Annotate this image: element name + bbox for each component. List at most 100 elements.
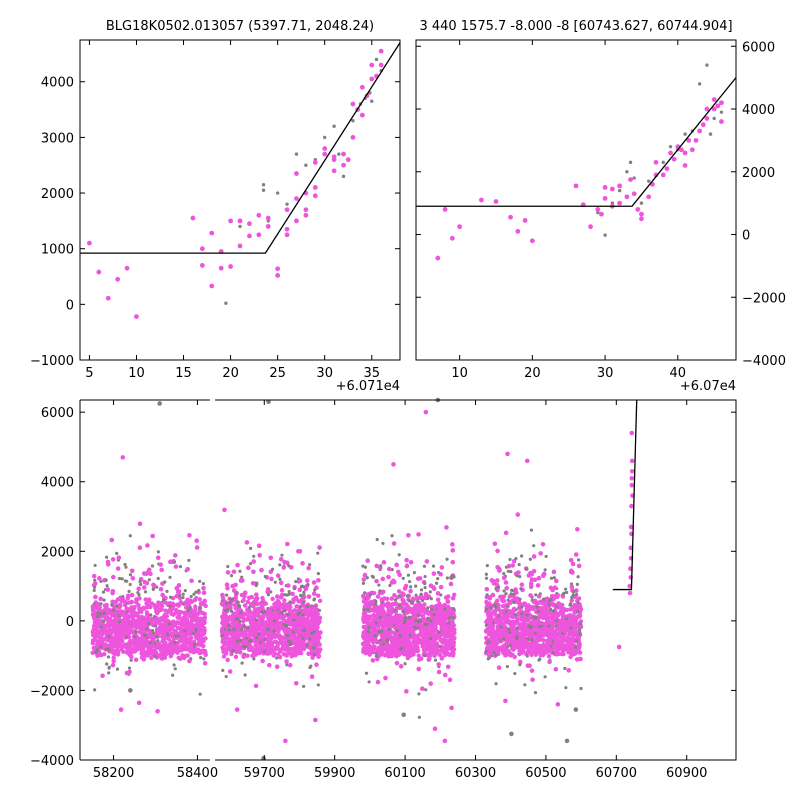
data-point-pink <box>400 629 405 634</box>
data-point-gray <box>238 569 242 573</box>
y-tick-label: 4000 <box>742 103 775 118</box>
data-point-gray <box>286 612 290 617</box>
data-point-pink <box>194 635 200 641</box>
data-point-pink <box>524 606 530 611</box>
data-point-gray <box>390 534 394 538</box>
data-point-gray <box>520 612 524 616</box>
data-point-pink <box>532 639 538 644</box>
data-point-pink <box>377 610 383 615</box>
data-point-pink <box>269 643 274 648</box>
data-point-pink <box>176 603 181 608</box>
data-point-pink <box>127 631 132 636</box>
data-point-gray <box>280 553 284 557</box>
data-point-gray <box>316 551 320 555</box>
data-point-pink <box>185 653 190 658</box>
data-point-pink <box>124 265 130 271</box>
data-point-gray <box>278 563 282 567</box>
data-point-pink <box>484 628 489 633</box>
data-point-pink <box>146 633 151 638</box>
data-point-gray <box>417 620 421 624</box>
data-point-pink <box>704 106 710 112</box>
data-point-pink <box>686 137 692 143</box>
data-point-pink <box>370 658 376 663</box>
data-point-pink <box>137 545 143 550</box>
data-point-gray <box>96 615 100 619</box>
data-point-pink <box>523 639 529 644</box>
data-point-pink <box>232 597 238 603</box>
data-point-gray <box>576 575 580 579</box>
data-point-gray <box>513 613 518 617</box>
data-point-gray <box>308 637 312 641</box>
data-point-pink <box>374 613 380 619</box>
data-point-pink <box>450 595 456 601</box>
data-point-pink <box>194 545 200 550</box>
data-point-gray <box>177 634 181 638</box>
data-point-gray <box>401 576 405 580</box>
data-point-pink <box>444 525 449 530</box>
data-point-gray <box>192 592 196 596</box>
data-point-gray <box>377 583 381 587</box>
data-point-pink <box>565 635 570 640</box>
data-point-pink <box>124 645 129 650</box>
data-point-gray <box>173 641 177 645</box>
data-point-pink <box>532 644 537 650</box>
panel-bottom: 58200 58400 59700 59900 60100 60300 60500 60700… <box>30 397 737 781</box>
data-point-pink <box>306 565 311 571</box>
data-point-pink <box>250 603 256 609</box>
data-point-pink <box>391 541 397 546</box>
data-point-gray <box>341 174 346 179</box>
data-point-pink <box>162 612 167 618</box>
data-point-gray <box>413 625 417 629</box>
data-point-pink <box>385 650 391 656</box>
data-point-gray <box>262 650 267 654</box>
data-point-pink <box>183 612 189 618</box>
data-point-pink <box>397 605 403 611</box>
data-point-pink <box>420 686 425 692</box>
data-point-pink <box>228 264 233 269</box>
data-point-pink <box>225 657 230 663</box>
data-point-pink <box>273 624 278 630</box>
data-point-pink <box>169 631 174 637</box>
data-point-pink <box>561 651 566 657</box>
data-point-pink <box>280 635 286 641</box>
data-point-gray <box>120 577 124 581</box>
data-point-pink <box>305 615 310 621</box>
data-point-pink <box>554 627 559 633</box>
data-point-pink <box>245 599 251 605</box>
plot-frame <box>415 39 737 361</box>
data-point-gray <box>138 579 142 584</box>
data-point-pink <box>90 604 96 609</box>
data-point-pink <box>253 598 259 603</box>
data-point-pink <box>575 527 580 532</box>
data-point-gray <box>697 82 702 86</box>
data-point-gray <box>569 626 573 630</box>
data-point-pink <box>365 633 371 638</box>
data-point-pink <box>380 576 386 582</box>
data-point-pink <box>136 616 142 621</box>
data-point-pink <box>385 642 390 647</box>
data-point-gray <box>284 624 288 628</box>
data-point-pink <box>526 632 532 638</box>
data-point-pink <box>437 601 442 606</box>
data-point-pink <box>624 194 630 200</box>
data-point-pink <box>516 570 521 575</box>
data-point-gray <box>189 594 193 599</box>
data-point-gray <box>198 579 202 583</box>
y-tick-label: 1000 <box>41 243 74 258</box>
data-point-gray <box>148 641 152 645</box>
data-point-pink <box>441 646 447 651</box>
data-point-pink <box>405 604 411 610</box>
data-point-pink <box>140 635 146 641</box>
data-point-pink <box>440 604 445 609</box>
x-offset-label: +6.071e4 <box>336 379 400 394</box>
data-point-gray <box>275 656 279 660</box>
fit-line <box>416 77 737 207</box>
data-point-gray <box>417 715 422 719</box>
data-point-pink <box>573 552 579 557</box>
data-point-pink <box>397 572 402 578</box>
data-point-pink <box>241 654 246 660</box>
data-point-pink <box>341 162 346 168</box>
data-point-pink <box>519 582 525 587</box>
data-point-pink <box>196 617 202 623</box>
